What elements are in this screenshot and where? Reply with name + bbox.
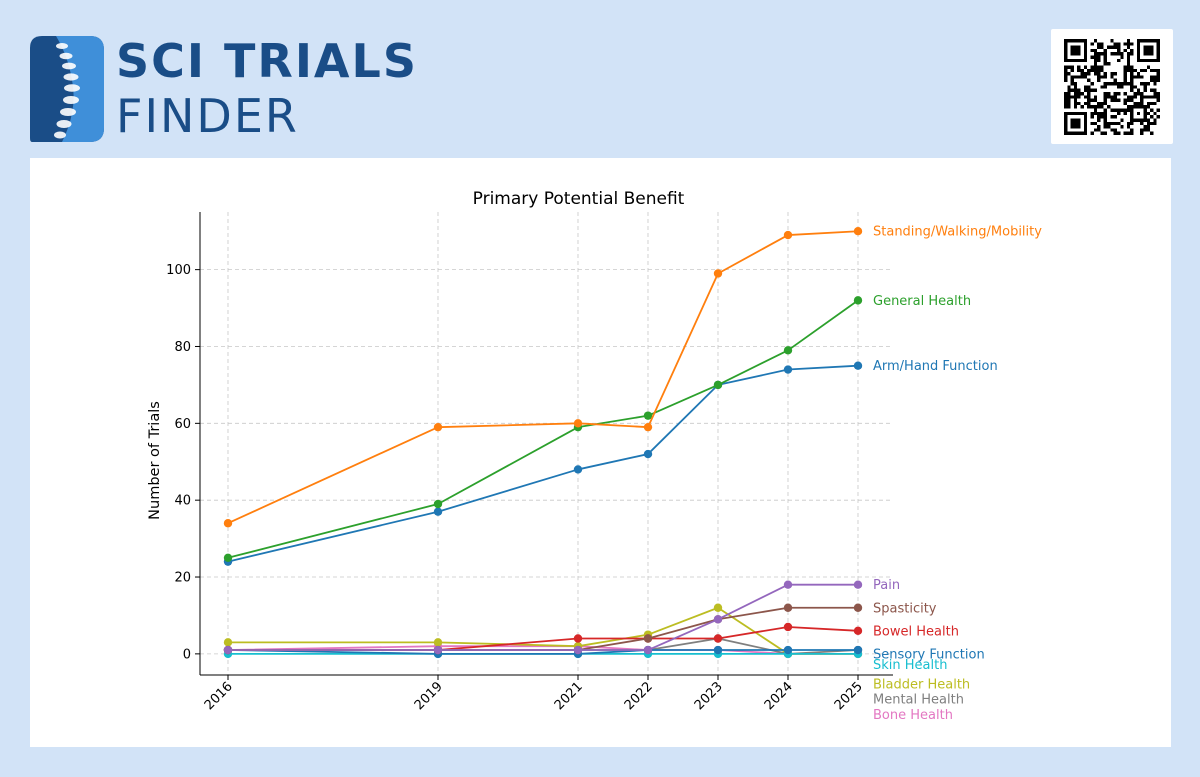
data-point xyxy=(433,499,443,509)
x-tick-label: 2022 xyxy=(622,679,656,713)
data-point xyxy=(433,507,443,516)
x-tick-label: 2021 xyxy=(552,679,586,713)
data-point xyxy=(643,411,653,420)
data-point xyxy=(433,645,443,655)
y-tick-label: 80 xyxy=(174,340,191,355)
data-point xyxy=(223,553,233,563)
data-point xyxy=(783,622,793,632)
data-point xyxy=(853,626,863,636)
series-line xyxy=(227,364,859,563)
data-point xyxy=(713,634,723,643)
series-label: Sensory Function xyxy=(873,647,985,662)
data-point xyxy=(783,346,793,355)
data-point xyxy=(853,296,863,305)
series-label: Mental Health xyxy=(873,693,964,708)
data-point xyxy=(713,269,723,278)
x-tick-label: 2019 xyxy=(412,679,446,713)
y-tick-label: 100 xyxy=(166,263,191,278)
data-point xyxy=(643,634,653,643)
data-point xyxy=(433,638,443,647)
chart-panel: 0 20 40 60 80 100 2016 2019 2021 2022 2023 2024 2025… xyxy=(30,158,1171,747)
data-point xyxy=(713,645,723,655)
series-label: Pain xyxy=(873,578,900,593)
y-tick-label: 40 xyxy=(174,494,191,509)
data-point xyxy=(783,365,793,374)
data-point xyxy=(573,645,583,655)
data-point xyxy=(643,422,653,432)
data-point xyxy=(853,361,863,370)
y-tick-label: 0 xyxy=(183,647,191,662)
y-tick-label: 60 xyxy=(174,417,191,432)
x-tick-label: 2023 xyxy=(692,679,726,713)
data-point xyxy=(853,603,863,612)
y-axis-label: Number of Trials xyxy=(147,401,163,520)
series-label: Bowel Health xyxy=(873,624,959,639)
y-tick-label: 20 xyxy=(174,571,191,586)
data-point xyxy=(713,603,723,612)
data-point xyxy=(573,465,583,474)
data-point xyxy=(573,419,583,428)
series-line xyxy=(228,583,858,651)
data-point xyxy=(713,380,723,390)
data-point xyxy=(643,449,653,459)
series-line xyxy=(228,606,858,651)
chart-title: Primary Potential Benefit xyxy=(473,189,685,209)
brand-title-line2: FINDER xyxy=(116,89,299,143)
data-point xyxy=(223,638,233,647)
series-label: General Health xyxy=(873,294,971,309)
series-label: Bladder Health xyxy=(873,677,970,692)
qr-code-card xyxy=(1051,29,1173,144)
data-point xyxy=(783,603,793,612)
data-point xyxy=(433,422,443,432)
series-label: Standing/Walking/Mobility xyxy=(873,225,1042,240)
x-tick-label: 2025 xyxy=(832,679,866,713)
x-tick-label: 2024 xyxy=(762,679,796,713)
data-point xyxy=(783,580,793,589)
data-point xyxy=(783,645,793,655)
qr-code-icon xyxy=(1064,39,1160,135)
data-point xyxy=(573,634,583,643)
series-line xyxy=(227,299,859,559)
line-chart: 0 20 40 60 80 100 2016 2019 2021 2022 2023 2024 2025… xyxy=(147,189,1042,723)
series-label: Bone Health xyxy=(873,708,953,723)
series-label: Spasticity xyxy=(873,601,937,616)
data-point xyxy=(223,519,233,528)
data-point xyxy=(853,227,863,236)
data-point xyxy=(223,645,233,655)
logo xyxy=(30,36,104,142)
data-point xyxy=(713,615,723,624)
x-tick-label: 2016 xyxy=(202,679,236,713)
data-point xyxy=(853,645,863,655)
data-point xyxy=(783,230,793,240)
data-point xyxy=(853,580,863,589)
series-label: Skin Health xyxy=(873,658,947,673)
brand-title-line1: SCI TRIALS xyxy=(116,34,418,88)
data-point xyxy=(643,645,653,655)
series-label: Arm/Hand Function xyxy=(873,359,998,374)
